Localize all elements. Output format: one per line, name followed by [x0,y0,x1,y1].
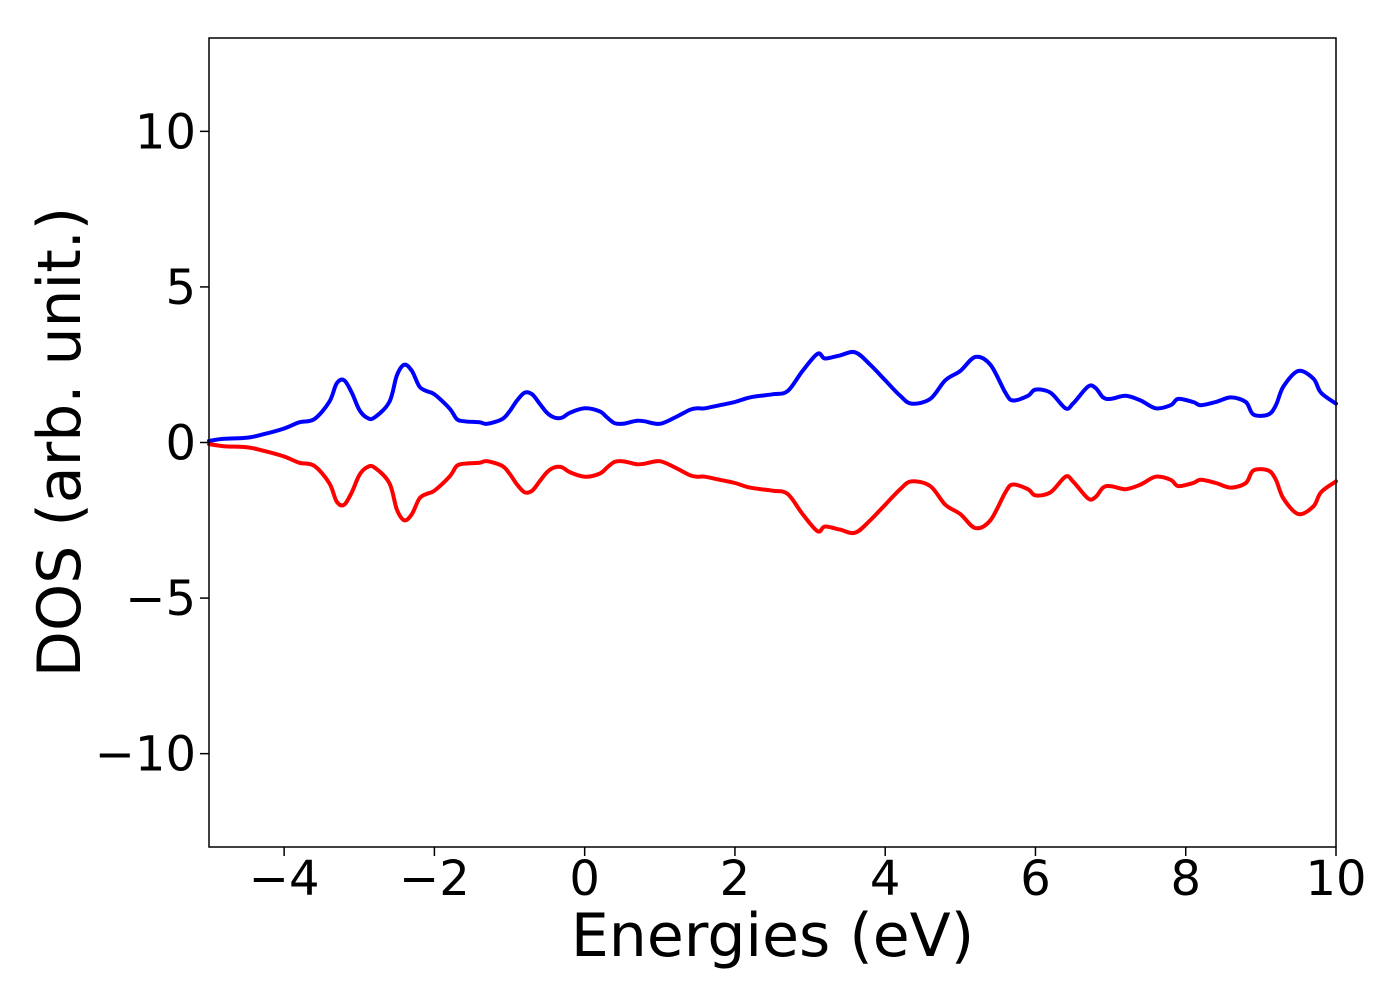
series-line-blue [207,349,1338,443]
x-tick-label: 10 [1305,851,1366,907]
x-axis-ticks: −4 −2 0 2 4 6 8 10 [249,847,1367,907]
x-tick-label: 0 [569,851,600,907]
x-tick-label: −4 [249,851,320,907]
y-tick-label: −5 [125,571,196,627]
x-axis-title: Energies (eV) [571,901,974,971]
y-axis-title: DOS (arb. unit.) [25,207,95,677]
plot-background [209,38,1336,847]
x-tick-label: 8 [1170,851,1201,907]
x-tick-label: 2 [720,851,751,907]
y-tick-label: 0 [165,416,196,472]
y-tick-label: 10 [135,104,196,160]
series-line-red [207,442,1338,536]
y-tick-label: 5 [165,260,196,316]
y-axis-ticks: −10 −5 0 5 10 [95,104,209,783]
series-layer [207,349,1338,536]
y-tick-label: −10 [95,727,196,783]
x-tick-label: 6 [1020,851,1051,907]
x-tick-label: −2 [399,851,470,907]
x-tick-label: 4 [870,851,901,907]
